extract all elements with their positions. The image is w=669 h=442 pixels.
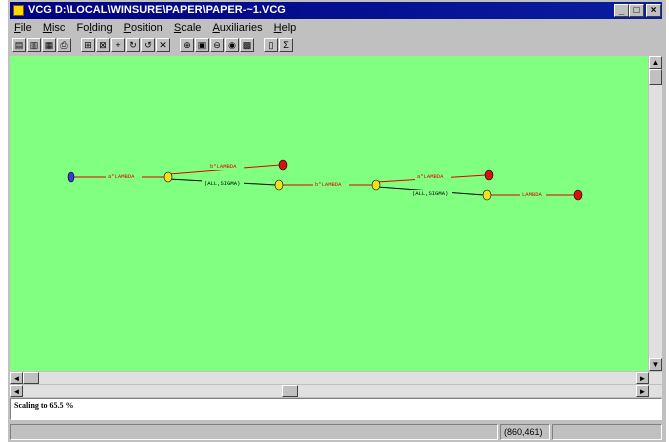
edge-label: b*LAMBDA bbox=[210, 163, 237, 170]
edge-label: a*LAMBDA bbox=[108, 173, 135, 180]
menu-position[interactable]: Position bbox=[123, 22, 163, 34]
reload-icon[interactable]: ▥ bbox=[27, 38, 41, 52]
eye-icon[interactable]: ◉ bbox=[225, 38, 239, 52]
expand-icon[interactable]: ⊠ bbox=[96, 38, 110, 52]
scroll-down-icon[interactable]: ▼ bbox=[649, 358, 662, 371]
cross-icon[interactable]: ✕ bbox=[156, 38, 170, 52]
status-bar: (860,461) bbox=[10, 424, 662, 440]
vertical-scroll-thumb[interactable] bbox=[649, 69, 662, 85]
menu-scale[interactable]: Scale bbox=[173, 22, 202, 34]
final-node[interactable] bbox=[484, 169, 494, 181]
menu-file[interactable]: File bbox=[14, 22, 32, 34]
menu-folding[interactable]: Folding bbox=[76, 22, 113, 34]
zoom-box-icon[interactable]: ▣ bbox=[195, 38, 209, 52]
state-node[interactable] bbox=[482, 189, 492, 201]
horizontal-scrollbar-top[interactable]: ◄ ► bbox=[10, 372, 662, 384]
horizontal-scrollbar-bottom[interactable]: ◄ ► bbox=[10, 385, 662, 397]
edge-label: LAMBDA bbox=[522, 191, 543, 198]
open-file-icon[interactable]: ▤ bbox=[12, 38, 26, 52]
horizontal-scroll-thumb[interactable] bbox=[23, 372, 39, 384]
sum-icon[interactable]: Σ bbox=[279, 38, 293, 52]
maximize-button[interactable]: □ bbox=[629, 4, 644, 17]
scroll-up-icon[interactable]: ▲ bbox=[649, 56, 662, 69]
print-icon[interactable]: ⎙ bbox=[57, 38, 71, 52]
scroll-left-icon[interactable]: ◄ bbox=[10, 372, 23, 384]
graph-canvas[interactable]: a*LAMBDA b*LAMBDA (ALL,SIGMA) b*LAMBDA a… bbox=[10, 56, 648, 371]
rotate-icon[interactable]: ↻ bbox=[126, 38, 140, 52]
export-icon[interactable]: ▦ bbox=[42, 38, 56, 52]
scroll-right-icon[interactable]: ► bbox=[636, 385, 649, 397]
coordinates-readout: (860,461) bbox=[500, 424, 550, 440]
start-node[interactable] bbox=[67, 171, 75, 183]
toolbar: ▤ ▥ ▦ ⎙ ⊞ ⊠ + ↻ ↺ ✕ ⊕ ▣ ⊖ ◉ ▩ ▯ Σ bbox=[10, 37, 662, 55]
vcg-window: VCG D:\LOCAL\WINSURE\PAPER\PAPER-~1.VCG … bbox=[8, 0, 666, 442]
edge-label: (ALL,SIGMA) bbox=[412, 190, 448, 197]
window-title: VCG D:\LOCAL\WINSURE\PAPER\PAPER-~1.VCG bbox=[28, 4, 286, 16]
zoom-out-icon[interactable]: ⊖ bbox=[210, 38, 224, 52]
fit-icon[interactable]: ⊞ bbox=[81, 38, 95, 52]
edge-label: a*LAMBDA bbox=[417, 173, 444, 180]
vertical-scrollbar[interactable]: ▲ ▼ bbox=[649, 56, 662, 371]
scroll-left-icon[interactable]: ◄ bbox=[10, 385, 23, 397]
edge-label: (ALL,SIGMA) bbox=[204, 180, 240, 187]
page-icon[interactable]: ▯ bbox=[264, 38, 278, 52]
minimize-button[interactable]: _ bbox=[614, 4, 629, 17]
graph-drawing: a*LAMBDA b*LAMBDA (ALL,SIGMA) b*LAMBDA a… bbox=[67, 159, 583, 201]
app-icon bbox=[13, 5, 24, 16]
title-bar: VCG D:\LOCAL\WINSURE\PAPER\PAPER-~1.VCG … bbox=[10, 2, 662, 19]
horizontal-scroll-thumb[interactable] bbox=[282, 385, 298, 397]
state-node[interactable] bbox=[371, 179, 381, 191]
menu-help[interactable]: Help bbox=[273, 22, 297, 34]
state-node[interactable] bbox=[163, 171, 173, 183]
layout-icon[interactable]: ▩ bbox=[240, 38, 254, 52]
final-node[interactable] bbox=[573, 189, 583, 201]
rotate-back-icon[interactable]: ↺ bbox=[141, 38, 155, 52]
status-message: Scaling to 65.5 % bbox=[10, 398, 662, 420]
status-panel-empty bbox=[10, 424, 498, 440]
close-button[interactable]: × bbox=[646, 4, 661, 17]
menu-misc[interactable]: Misc bbox=[42, 22, 66, 34]
zoom-in-icon[interactable]: ⊕ bbox=[180, 38, 194, 52]
status-panel-right bbox=[552, 424, 662, 440]
center-icon[interactable]: + bbox=[111, 38, 125, 52]
menu-bar: File Misc Folding Position Scale Auxilia… bbox=[10, 20, 662, 36]
scroll-right-icon[interactable]: ► bbox=[636, 372, 649, 384]
edge-label: b*LAMBDA bbox=[315, 181, 342, 188]
menu-auxiliaries[interactable]: Auxiliaries bbox=[212, 22, 263, 34]
final-node[interactable] bbox=[278, 159, 288, 171]
state-node[interactable] bbox=[274, 179, 284, 191]
